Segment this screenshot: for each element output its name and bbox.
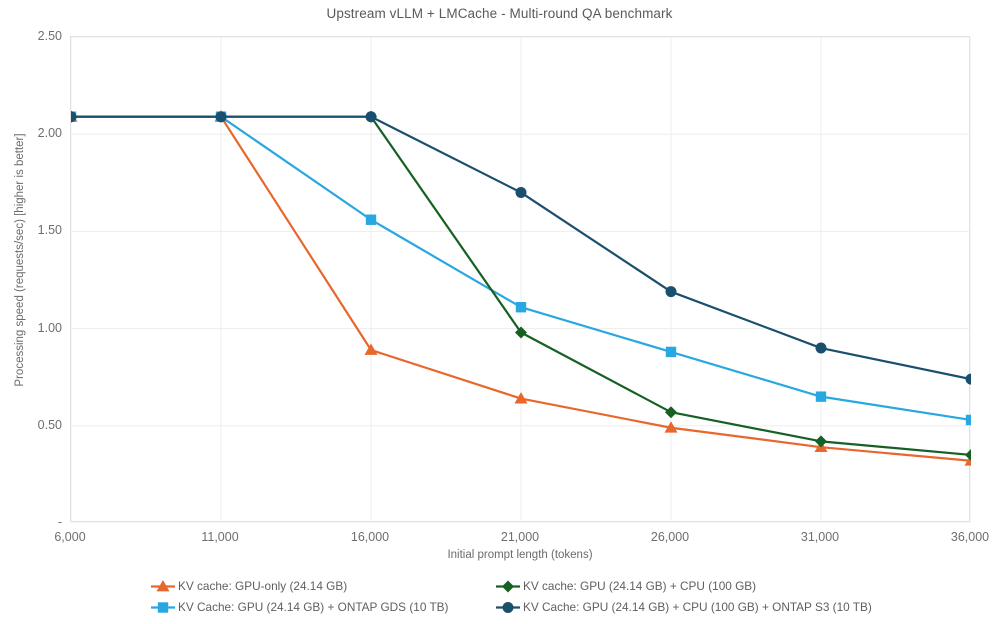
data-point-marker — [514, 392, 528, 404]
y-tick-label: 1.00 — [37, 320, 62, 335]
x-tick-label: 31,000 — [800, 530, 840, 544]
data-point-marker — [815, 391, 827, 402]
plot-area — [70, 36, 971, 523]
data-point-marker — [156, 580, 170, 592]
legend-item[interactable]: KV Cache: GPU (24.14 GB) + CPU (100 GB) … — [495, 601, 910, 614]
x-tick-label: 26,000 — [650, 530, 690, 544]
series-circle — [71, 111, 971, 385]
data-point-marker — [665, 346, 677, 358]
data-point-marker — [815, 435, 827, 448]
legend-marker-diamond-icon — [495, 580, 521, 593]
data-point-marker — [664, 421, 678, 433]
y-tick-label: 2.00 — [37, 126, 62, 141]
data-point-marker — [965, 414, 971, 426]
x-axis-title: Initial prompt length (tokens) — [447, 549, 593, 561]
x-tick-label: 21,000 — [500, 530, 540, 544]
legend-item[interactable]: KV cache: GPU (24.14 GB) + CPU (100 GB) — [495, 580, 910, 593]
plot-svg — [71, 37, 971, 523]
x-tick-label: 6,000 — [54, 530, 86, 544]
data-point-marker — [515, 187, 527, 199]
data-point-marker — [665, 406, 677, 419]
data-point-marker — [365, 111, 377, 123]
legend-marker-triangle-icon — [150, 580, 176, 593]
data-point-marker — [515, 302, 527, 313]
y-tick-label: - — [57, 515, 62, 529]
legend-item[interactable]: KV Cache: GPU (24.14 GB) + ONTAP GDS (10… — [150, 601, 495, 614]
y-axis-tick-labels: 2.50 2.00 1.50 1.00 0.50 - — [0, 0, 62, 624]
data-point-marker — [502, 580, 514, 593]
x-tick-label: 16,000 — [350, 530, 390, 544]
y-tick-label: 2.50 — [37, 29, 62, 43]
data-point-marker — [815, 342, 827, 354]
legend-item-label: KV Cache: GPU (24.14 GB) + ONTAP GDS (10… — [178, 599, 449, 614]
legend-marker-square-icon — [150, 601, 176, 614]
data-point-marker — [515, 326, 527, 339]
chart-legend: KV cache: GPU-only (24.14 GB) KV cache: G… — [150, 576, 910, 618]
gridlines — [71, 37, 971, 523]
data-point-marker — [364, 343, 378, 355]
data-point-marker — [965, 373, 971, 385]
legend-item-label: KV cache: GPU (24.14 GB) + CPU (100 GB) — [523, 578, 757, 593]
x-tick-label: 11,000 — [201, 530, 239, 544]
data-point-marker — [71, 111, 77, 123]
data-point-marker — [965, 448, 971, 461]
chart-title: Upstream vLLM + LMCache - Multi-round QA… — [326, 6, 673, 21]
legend-item-label: KV cache: GPU-only (24.14 GB) — [178, 578, 348, 593]
data-point-marker — [157, 602, 169, 613]
x-tick-label: 36,000 — [950, 530, 990, 544]
data-point-marker — [365, 214, 377, 225]
legend-marker-circle-icon — [495, 601, 521, 614]
data-point-marker — [215, 111, 227, 123]
y-tick-label: 1.50 — [37, 223, 62, 238]
legend-item[interactable]: KV cache: GPU-only (24.14 GB) — [150, 580, 495, 593]
data-point-marker — [502, 602, 514, 613]
legend-item-label: KV Cache: GPU (24.14 GB) + CPU (100 GB) … — [523, 599, 872, 614]
y-tick-label: 0.50 — [37, 417, 62, 432]
data-point-marker — [665, 286, 677, 298]
